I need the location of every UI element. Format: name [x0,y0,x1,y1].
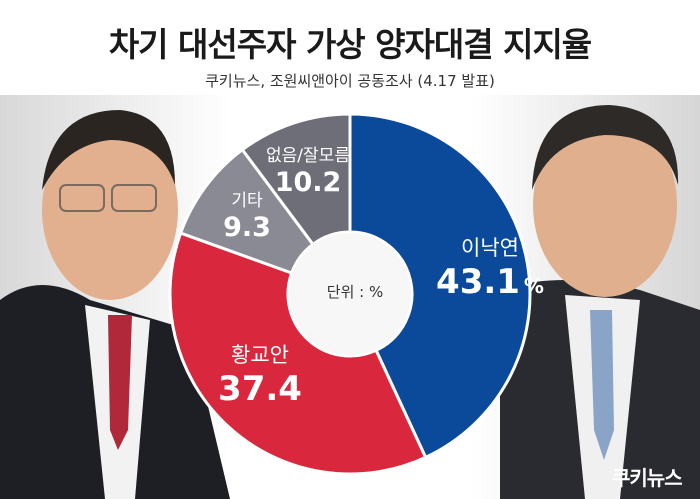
chart-subtitle: 쿠키뉴스, 조원씨앤아이 공동조사 (4.17 발표) [205,72,495,90]
slice-name: 기타 [231,191,263,211]
donut-slice-1 [168,231,428,476]
slice-value: 37.4 [218,369,302,409]
chart-title: 차기 대선주자 가상 양자대결 지지율 [108,25,592,64]
brand-logo: 쿠키뉴스 [612,466,683,490]
slice-name: 이낙연 [461,236,519,260]
slice-value-number: 43.1 [436,262,520,302]
unit-label: 단위 : % [326,283,384,301]
slice-label-leenakyeon: 이낙연 43.1% [420,236,560,300]
donut-center [289,233,411,355]
donut-slice-0 [348,112,532,460]
slice-value: 9.3 [223,212,271,243]
slice-value: 43.1% [420,265,560,299]
slice-value: 10.2 [274,167,342,198]
slice-label-other: 기타 9.3 [222,191,272,243]
slice-name: 없음/잘모름 [266,146,350,166]
slice-label-hwanggyoan: 황교안 37.4 [205,343,315,409]
right-person-photo [500,105,700,499]
donut-slice-3 [240,112,352,247]
percent-sign: % [523,274,544,298]
left-person-photo [0,110,230,499]
slice-label-none: 없음/잘모름 10.2 [248,146,368,198]
slice-name: 황교안 [231,343,289,367]
